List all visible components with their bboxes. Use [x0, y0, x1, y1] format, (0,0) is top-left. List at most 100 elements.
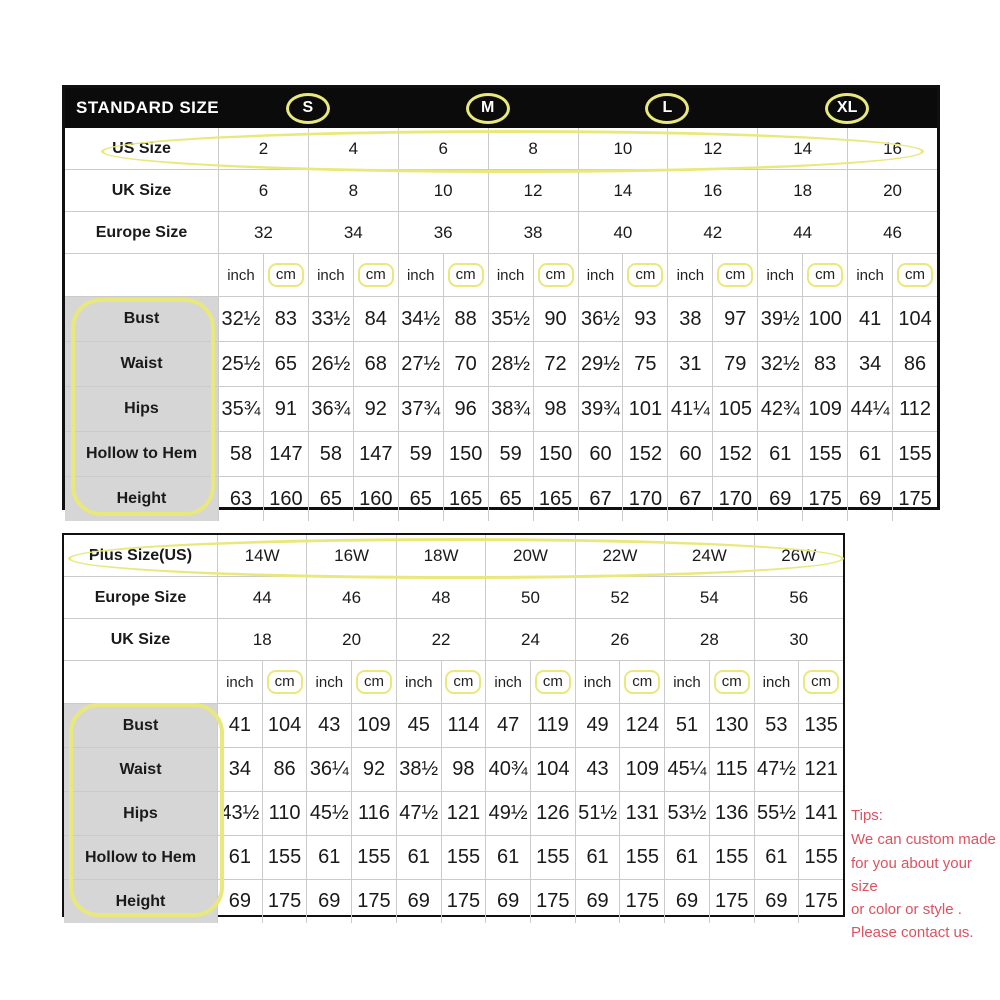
measurement-cell: 33½: [307, 297, 353, 341]
cm-highlight-box: cm: [897, 263, 934, 287]
size-cell: 14: [757, 128, 847, 169]
unit-cm-cell: cm: [440, 661, 486, 703]
measurement-cell: 175: [708, 880, 754, 923]
unit-inch-cell: inch: [485, 661, 530, 703]
unit-inch-cell: inch: [847, 254, 892, 296]
size-cell: 10: [397, 170, 488, 211]
measurement-cell: 49½: [485, 792, 530, 835]
measurement-cell: 43: [574, 748, 620, 791]
measurement-cell: 86: [892, 342, 937, 386]
size-cell: 36: [397, 212, 488, 253]
size-cell: 18: [217, 619, 306, 660]
measurement-cell: 29½: [577, 342, 623, 386]
size-badge-m: M: [465, 92, 510, 124]
measurement-cell: 42¾: [757, 387, 802, 431]
measurement-cell: 41¼: [667, 387, 712, 431]
measurement-cell: 68: [352, 342, 398, 386]
tips-title: Tips:: [851, 807, 883, 824]
measurement-cell: 38½: [395, 748, 441, 791]
unit-cm-cell: cm: [712, 254, 757, 296]
size-cell: 42: [667, 212, 757, 253]
size-badge-s: S: [285, 92, 330, 124]
row-label-cell: [64, 661, 217, 703]
measurement-cell: 53½: [664, 792, 709, 835]
measurement-cell: 69: [753, 880, 799, 923]
measurement-cell: 38¾: [487, 387, 533, 431]
measurement-cell: 110: [261, 792, 307, 835]
measurement-cell: 135: [798, 704, 843, 747]
measurement-cell: 60: [577, 432, 623, 476]
unit-cm-cell: cm: [619, 661, 664, 703]
measurement-cell: 35¾: [218, 387, 263, 431]
measurement-cell: 43½: [217, 792, 262, 835]
measurement-cell: 38: [667, 297, 712, 341]
cm-highlight-box: cm: [627, 263, 664, 287]
unit-inch-cell: inch: [664, 661, 709, 703]
size-cell: 18W: [395, 535, 485, 576]
unit-cm-cell: cm: [261, 661, 307, 703]
size-cell: 12: [667, 128, 757, 169]
unit-cm-cell: cm: [892, 254, 937, 296]
measurement-cell: 155: [892, 432, 937, 476]
measurement-cell: 170: [712, 477, 757, 521]
size-cell: 54: [664, 577, 753, 618]
tips-line: for you about your size: [851, 854, 972, 895]
measurement-cell: 136: [708, 792, 754, 835]
measurement-cell: 150: [442, 432, 488, 476]
row-label-cell: Hips: [64, 792, 217, 835]
measurement-cell: 34½: [397, 297, 443, 341]
unit-cm-cell: cm: [708, 661, 754, 703]
cm-highlight-box: cm: [534, 670, 571, 694]
measurement-cell: 59: [397, 432, 443, 476]
unit-inch-cell: inch: [217, 661, 262, 703]
unit-inch-cell: inch: [753, 661, 799, 703]
measurement-cell: 160: [262, 477, 308, 521]
measurement-cell: 51: [664, 704, 709, 747]
unit-cm-cell: cm: [532, 254, 578, 296]
table-row: Europe Size 32 34 36 38 40 42 44 46: [65, 211, 937, 253]
size-cell: 8: [487, 128, 578, 169]
table-header-bar: STANDARD SIZE S M L XL: [65, 88, 937, 128]
measurement-cell: 35½: [487, 297, 533, 341]
measurement-cell: 126: [530, 792, 575, 835]
row-label-cell: Europe Size: [95, 223, 188, 241]
size-cell: 28: [664, 619, 753, 660]
measurement-cell: 93: [622, 297, 667, 341]
unit-cm-cell: cm: [798, 661, 843, 703]
measurement-cell: 61: [574, 836, 620, 879]
size-cell: 22W: [574, 535, 664, 576]
measurement-cell: 165: [442, 477, 488, 521]
measurement-cell: 75: [622, 342, 667, 386]
row-label-cell: Waist: [64, 748, 217, 791]
measurement-cell: 101: [622, 387, 667, 431]
size-cell: 44: [757, 212, 847, 253]
measurement-cell: 92: [352, 387, 398, 431]
tips-line: We can custom made: [851, 831, 996, 849]
cm-highlight-box: cm: [447, 263, 484, 287]
size-badge-xl: XL: [825, 92, 870, 124]
measurement-cell: 109: [351, 704, 396, 747]
cm-highlight-box: cm: [355, 670, 392, 694]
measurement-cell: 155: [440, 836, 486, 879]
size-cell: 26W: [753, 535, 843, 576]
size-cell: 16W: [306, 535, 395, 576]
measurement-cell: 109: [802, 387, 847, 431]
size-cell: 24W: [664, 535, 753, 576]
measurement-cell: 104: [530, 748, 575, 791]
unit-inch-cell: inch: [307, 254, 353, 296]
measurement-cell: 155: [261, 836, 307, 879]
size-cell: 14: [577, 170, 668, 211]
measurement-cell: 175: [261, 880, 307, 923]
measurement-cell: 98: [532, 387, 578, 431]
table-row: UK Size 18 20 22 24 26 28 30: [64, 618, 843, 660]
cm-highlight-box: cm: [537, 263, 574, 287]
table-row: US Size 2 4 6 8 10 12 14 16: [65, 128, 937, 169]
table-row: Hips 43½ 110 45½ 116 47½ 121 49½ 126 51½ 131 53½ 136…: [64, 791, 843, 835]
table-row: Waist 25½ 65 26½ 68 27½ 70 28½ 72 29½ 75 31 79 32½ 83 3…: [65, 341, 937, 386]
measurement-cell: 32½: [757, 342, 802, 386]
measurement-cell: 45: [395, 704, 441, 747]
row-label-cell: UK Size: [111, 181, 172, 199]
cm-highlight-box: cm: [713, 670, 750, 694]
measurement-cell: 175: [530, 880, 575, 923]
measurement-cell: 124: [619, 704, 664, 747]
